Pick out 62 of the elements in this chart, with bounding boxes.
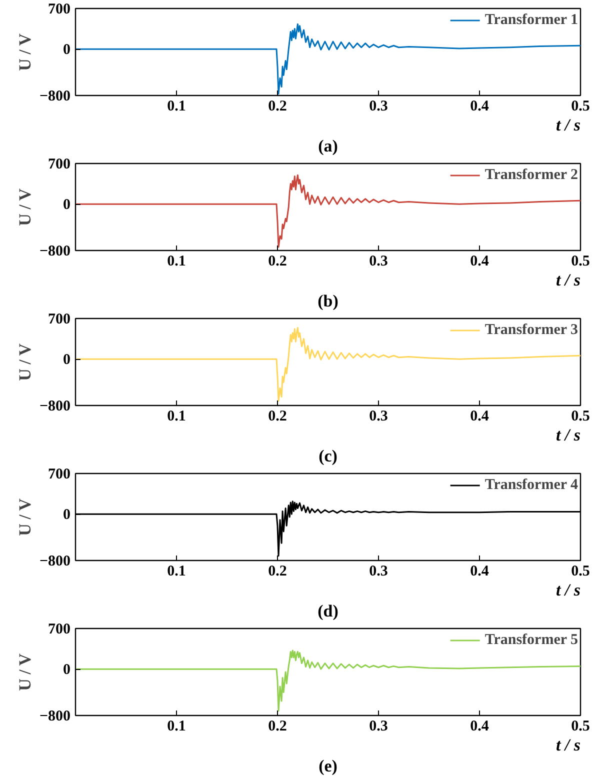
y-tick-label: 700 [48, 466, 70, 482]
y-tick-label: 0 [63, 352, 70, 368]
y-tick-label: −800 [39, 398, 71, 414]
legend-label: Transformer 5 [484, 632, 578, 648]
y-tick-label: 700 [48, 622, 70, 638]
text: (d) [318, 602, 338, 620]
text: (c) [318, 446, 338, 466]
line-series [76, 23, 580, 95]
x-tick-label: 0.3 [369, 408, 388, 424]
y-tick-label: 0 [63, 197, 70, 214]
x-tick-label: 0.3 [369, 718, 388, 734]
y-tick-label: −800 [39, 708, 71, 724]
x-tick-label: 0.3 [369, 564, 388, 580]
x-tick-label: 0.2 [268, 718, 287, 734]
y-axis-title: U / V [15, 188, 34, 226]
x-axis-title: t / s [556, 580, 581, 600]
x-tick-label: 0.1 [167, 564, 186, 580]
legend-label: Transformer 3 [484, 322, 578, 338]
text: (e) [318, 756, 338, 776]
x-tick-label: 0.4 [470, 718, 490, 734]
x-axis-title: t / s [556, 736, 581, 754]
legend-label: Transformer 4 [484, 476, 578, 494]
x-tick-label: 0.4 [470, 408, 490, 424]
y-tick-label: −800 [39, 244, 71, 260]
y-tick-label: −800 [39, 88, 71, 104]
x-tick-label: 0.5 [571, 98, 590, 114]
x-tick-label: 0.4 [470, 254, 490, 270]
y-tick-label: −800 [39, 554, 71, 570]
y-tick-label: 700 [48, 2, 70, 18]
x-tick-label: 0.5 [571, 254, 590, 270]
x-tick-label: 0.4 [470, 564, 490, 580]
y-axis-title: U / V [15, 652, 34, 691]
x-tick-label: 0.3 [369, 254, 388, 270]
y-axis-title: U / V [15, 32, 34, 71]
y-tick-label: 0 [63, 662, 70, 678]
x-tick-label: 0.5 [571, 718, 590, 734]
x-tick-label: 0.5 [571, 408, 590, 424]
x-tick-label: 0.5 [571, 564, 590, 580]
y-tick-label: 700 [48, 312, 70, 328]
legend-label: Transformer 2 [484, 166, 578, 184]
text: (b) [318, 292, 338, 310]
x-tick-label: 0.2 [268, 408, 287, 424]
x-tick-label: 0.2 [268, 98, 287, 114]
y-tick-label: 700 [48, 156, 70, 172]
x-tick-label: 0.1 [167, 98, 186, 114]
x-tick-label: 0.1 [167, 408, 186, 424]
y-axis-title: U / V [15, 342, 34, 381]
x-tick-label: 0.1 [167, 254, 186, 270]
x-axis-title: t / s [556, 426, 581, 444]
line-series [76, 650, 580, 712]
legend-label: Transformer 1 [484, 12, 578, 28]
y-axis-title: U / V [15, 498, 34, 536]
y-tick-label: 0 [63, 507, 70, 524]
x-tick-label: 0.2 [268, 564, 287, 580]
x-tick-label: 0.2 [268, 254, 287, 270]
y-tick-label: 0 [63, 42, 70, 58]
x-tick-label: 0.3 [369, 98, 388, 114]
x-tick-label: 0.1 [167, 718, 186, 734]
x-tick-label: 0.4 [470, 98, 490, 114]
text: (a) [318, 136, 338, 156]
x-axis-title: t / s [556, 116, 581, 134]
x-axis-title: t / s [556, 270, 581, 290]
